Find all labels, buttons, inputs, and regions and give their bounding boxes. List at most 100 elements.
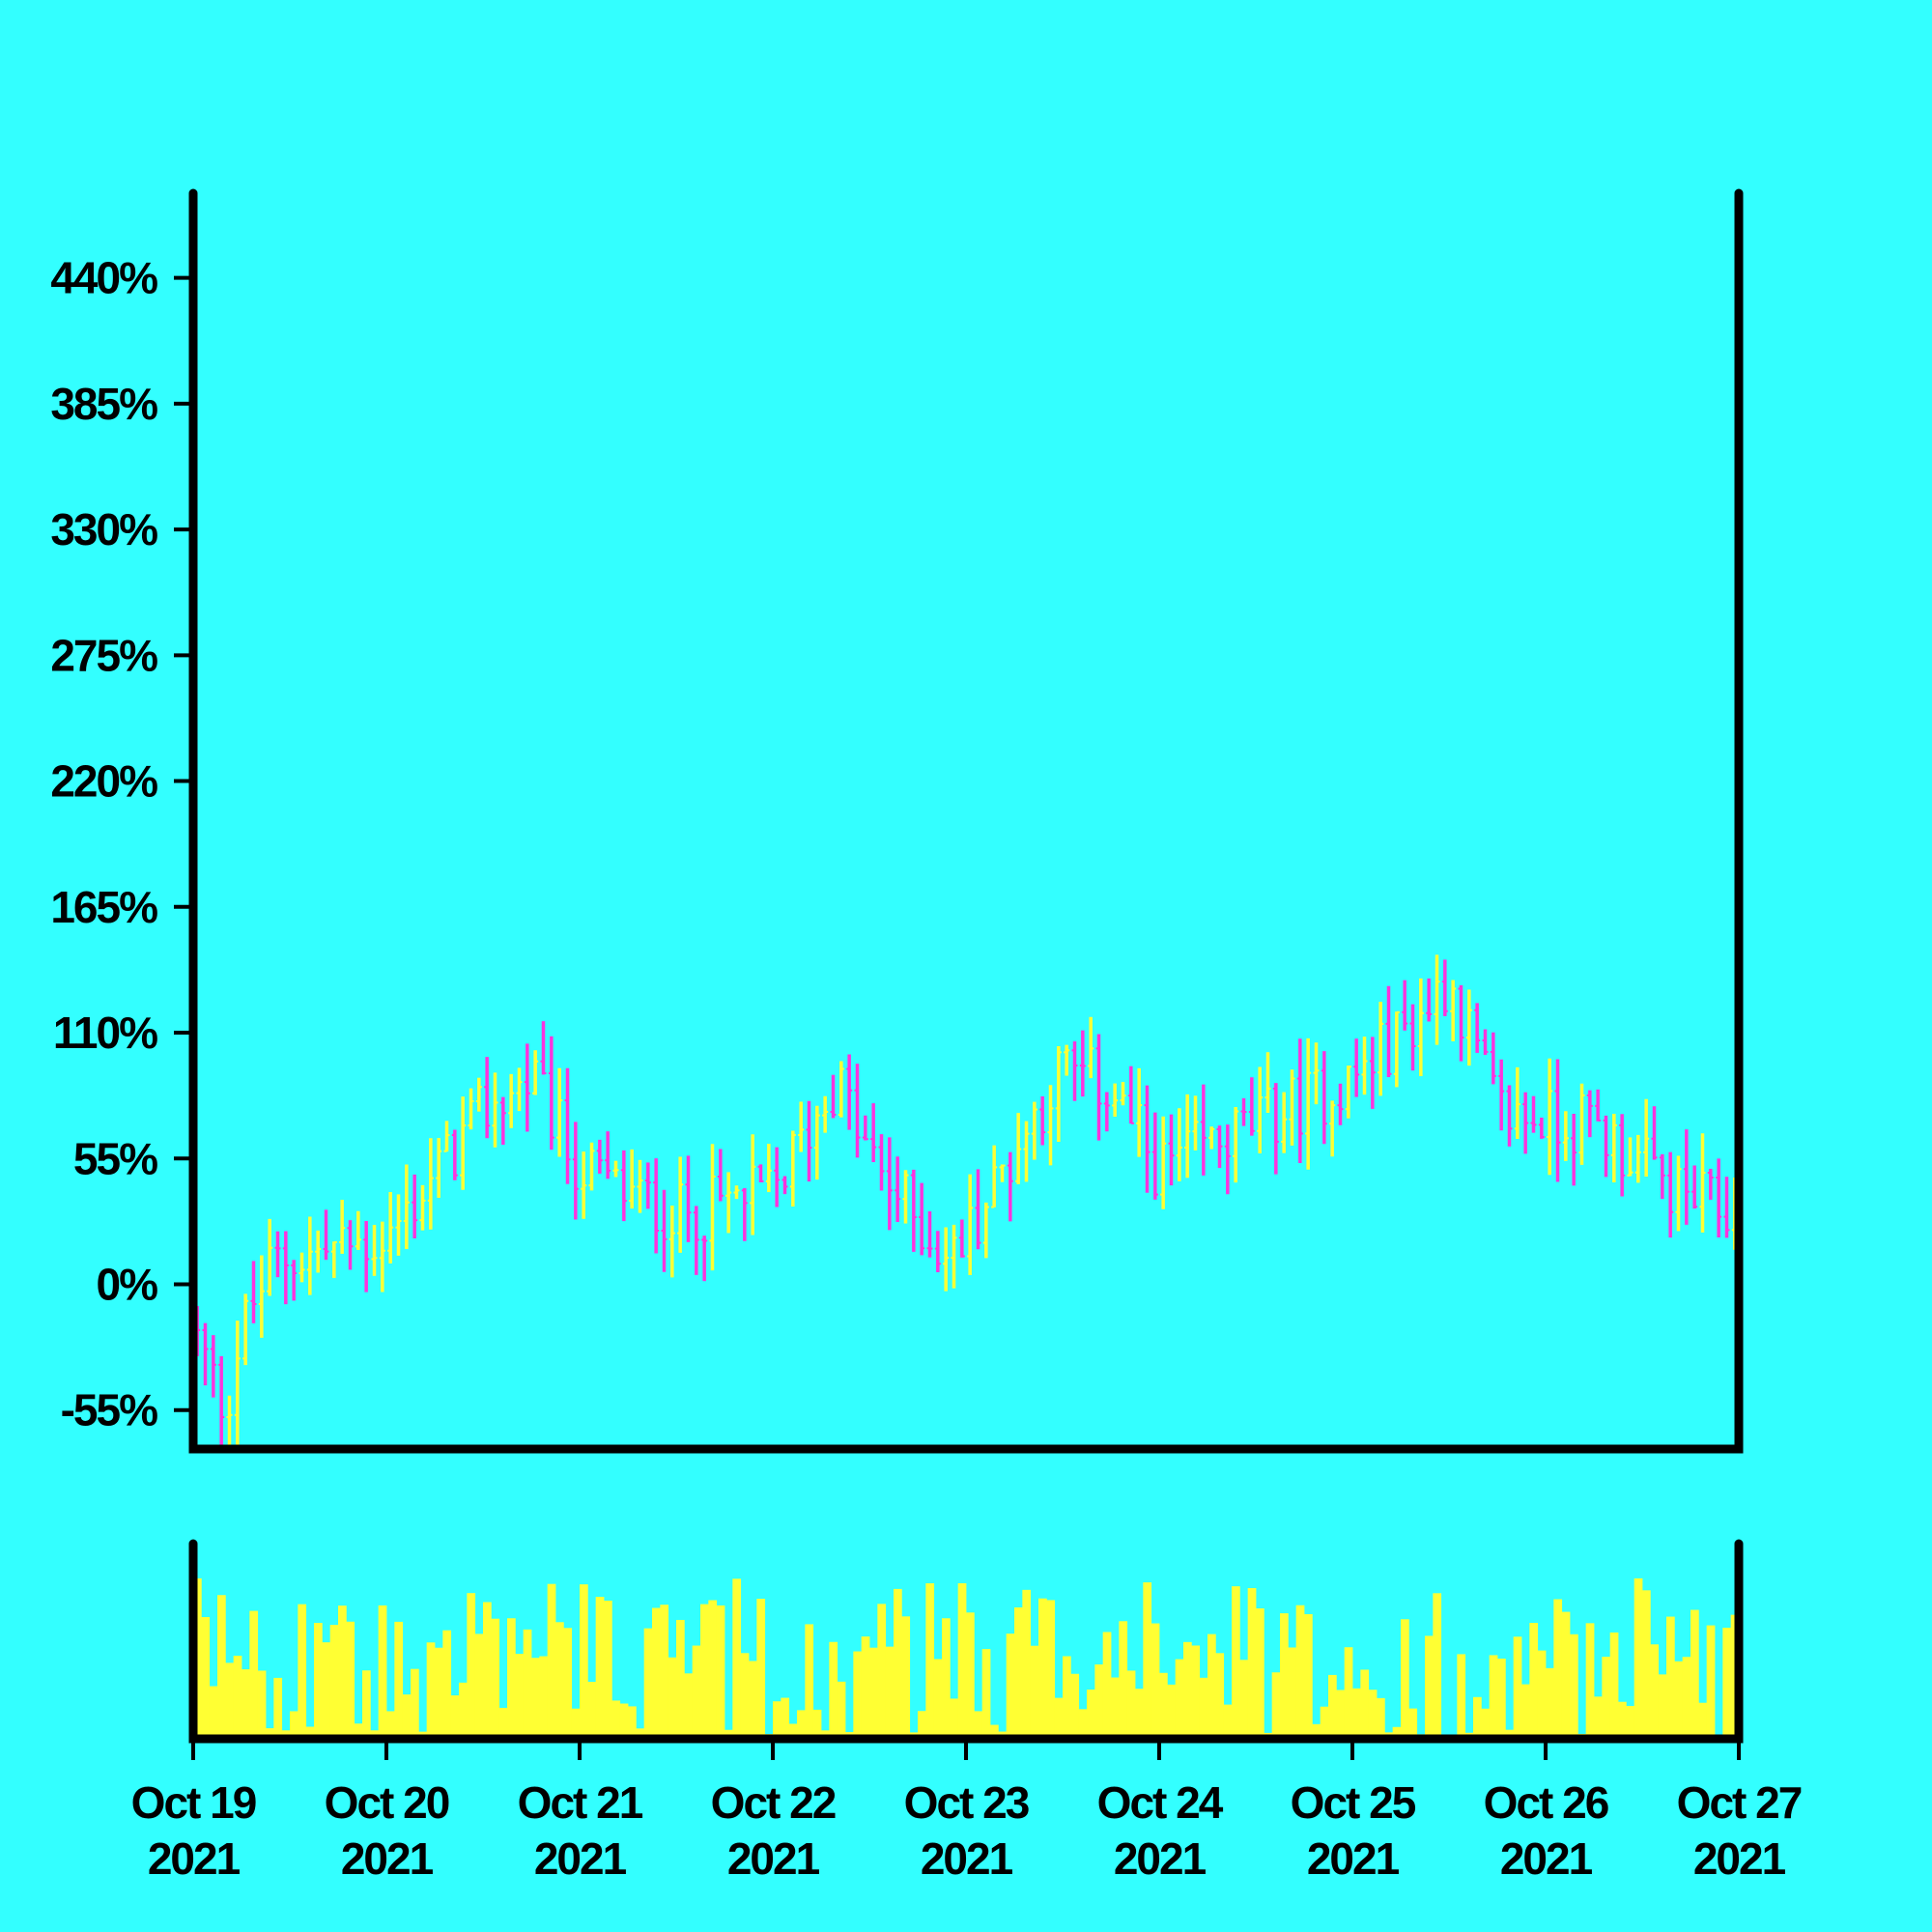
x-tick-label-date: Oct 25	[1291, 1777, 1416, 1828]
volume-bar	[266, 1728, 274, 1739]
volume-bar	[563, 1628, 573, 1739]
volume-bar	[314, 1623, 323, 1739]
volume-bar	[869, 1647, 878, 1739]
volume-bar	[668, 1657, 677, 1739]
x-tick-label-date: Oct 26	[1484, 1777, 1608, 1828]
volume-bar	[1102, 1632, 1112, 1739]
volume-bar	[1481, 1708, 1491, 1739]
volume-bar	[1328, 1674, 1337, 1739]
volume-bar	[885, 1646, 895, 1739]
volume-bar	[1658, 1674, 1667, 1739]
volume-bar	[788, 1723, 798, 1739]
volume-bar	[1038, 1598, 1047, 1739]
volume-bar	[1295, 1605, 1305, 1739]
volume-bar	[1063, 1656, 1071, 1739]
volume-bar	[305, 1726, 315, 1739]
volume-bar	[805, 1624, 814, 1739]
volume-bar	[716, 1605, 725, 1739]
volume-bar	[628, 1706, 637, 1739]
volume-bar	[426, 1642, 436, 1739]
volume-bar	[1352, 1688, 1361, 1739]
volume-bar	[1457, 1654, 1466, 1739]
y-tick-label: 385%	[50, 379, 157, 429]
volume-bar	[498, 1707, 508, 1739]
volume-bar	[756, 1599, 766, 1739]
volume-bars	[193, 1577, 1740, 1739]
volume-bar	[467, 1593, 476, 1739]
volume-bar	[1682, 1657, 1691, 1739]
volume-bar	[749, 1661, 757, 1739]
volume-bar	[362, 1670, 371, 1739]
volume-bar	[523, 1629, 532, 1739]
volume-bar	[1594, 1696, 1603, 1739]
volume-bar	[901, 1616, 911, 1739]
volume-bar	[491, 1618, 500, 1739]
volume-bar	[1521, 1684, 1530, 1739]
volume-bar	[483, 1602, 492, 1739]
volume-bar	[974, 1711, 983, 1739]
volume-bar	[1232, 1586, 1240, 1739]
volume-bar	[773, 1701, 781, 1739]
volume-bar	[781, 1697, 790, 1739]
volume-bar	[604, 1600, 612, 1739]
volume-bar	[233, 1655, 242, 1739]
volume-bar	[257, 1670, 267, 1739]
volume-bar	[894, 1588, 902, 1739]
volume-bar	[209, 1686, 218, 1739]
volume-bar	[1239, 1660, 1249, 1739]
volume-bar	[1030, 1645, 1039, 1739]
x-tick-label-year: 2021	[1114, 1833, 1207, 1884]
volume-bar	[1344, 1647, 1353, 1739]
volume-bar	[1408, 1708, 1418, 1739]
volume-bar	[555, 1622, 564, 1739]
volume-bar	[1191, 1645, 1201, 1739]
volume-bar	[450, 1695, 460, 1739]
volume-bar	[837, 1681, 846, 1739]
volume-bar	[571, 1708, 581, 1739]
volume-bar	[1143, 1582, 1152, 1739]
volume-bar	[636, 1728, 645, 1739]
volume-bar	[1609, 1632, 1619, 1739]
volume-bar	[547, 1583, 556, 1739]
volume-bar	[1650, 1644, 1660, 1739]
x-tick-label-date: Oct 21	[518, 1777, 643, 1828]
volume-panel-frame	[188, 1539, 1744, 1744]
volume-bar	[981, 1649, 991, 1739]
y-tick-label: 110%	[53, 1008, 157, 1058]
volume-bar	[957, 1582, 967, 1739]
x-tick-label-year: 2021	[148, 1833, 241, 1884]
x-tick-label-date: Oct 27	[1677, 1777, 1802, 1828]
volume-bar	[861, 1636, 870, 1739]
volume-bar	[918, 1711, 926, 1739]
volume-bar	[298, 1604, 307, 1739]
volume-bar	[595, 1597, 605, 1739]
volume-bar	[942, 1618, 951, 1739]
volume-bar	[1433, 1593, 1442, 1739]
x-tick-label-date: Oct 22	[711, 1777, 836, 1828]
volume-bar	[1513, 1636, 1522, 1739]
volume-bar	[1167, 1684, 1177, 1739]
volume-bar	[1602, 1657, 1611, 1739]
x-tick-label-date: Oct 23	[904, 1777, 1029, 1828]
volume-bar	[1087, 1690, 1095, 1739]
volume-bar	[853, 1651, 863, 1739]
volume-bar	[1119, 1621, 1128, 1739]
y-tick-label: 275%	[50, 630, 157, 680]
volume-bar	[652, 1607, 661, 1739]
volume-bar	[1199, 1677, 1208, 1739]
volume-bar	[1247, 1588, 1257, 1739]
volume-bar	[515, 1654, 525, 1739]
volume-bar	[1046, 1600, 1056, 1739]
volume-bar	[1529, 1623, 1539, 1739]
volume-bar	[217, 1595, 226, 1739]
volume-bar	[459, 1682, 468, 1739]
volume-bar	[708, 1600, 718, 1739]
volume-bar	[1022, 1589, 1032, 1739]
volume-bar	[812, 1709, 822, 1739]
volume-bar	[684, 1673, 694, 1739]
volume-bar	[966, 1612, 975, 1739]
volume-bar	[1151, 1623, 1160, 1739]
volume-bar	[1070, 1673, 1080, 1739]
volume-bar	[700, 1604, 709, 1739]
